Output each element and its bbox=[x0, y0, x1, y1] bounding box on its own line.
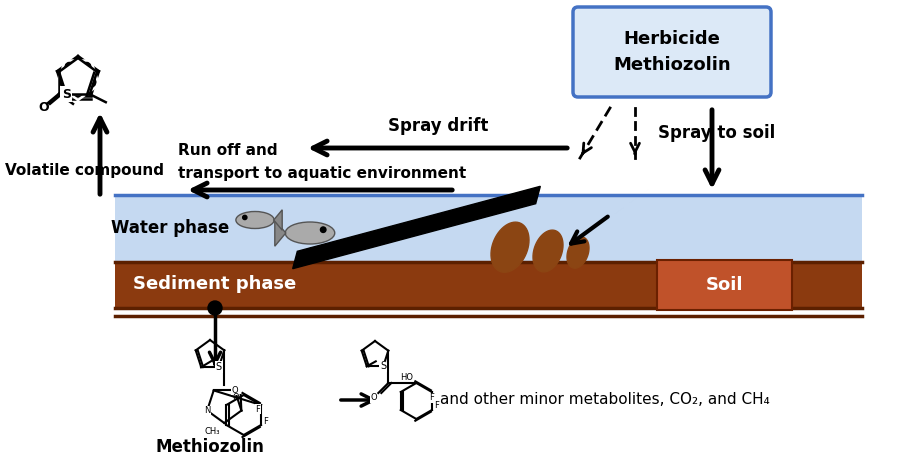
Text: F: F bbox=[429, 393, 435, 403]
Text: O: O bbox=[232, 386, 238, 395]
Text: Herbicide
Methiozolin: Herbicide Methiozolin bbox=[613, 31, 731, 73]
Text: O: O bbox=[370, 393, 376, 403]
Bar bbox=[115, 262, 862, 308]
Polygon shape bbox=[293, 186, 541, 269]
Text: Spray drift: Spray drift bbox=[388, 117, 489, 135]
Text: Methiozolin: Methiozolin bbox=[155, 438, 264, 456]
Text: F: F bbox=[256, 404, 260, 414]
Polygon shape bbox=[567, 237, 589, 268]
Bar bbox=[115, 195, 290, 262]
FancyBboxPatch shape bbox=[573, 7, 771, 97]
Circle shape bbox=[208, 301, 222, 315]
Polygon shape bbox=[275, 220, 286, 246]
Text: N: N bbox=[204, 406, 210, 415]
Text: Water phase: Water phase bbox=[110, 219, 229, 237]
Polygon shape bbox=[274, 210, 282, 230]
Circle shape bbox=[242, 215, 247, 219]
Polygon shape bbox=[59, 58, 97, 94]
Bar bbox=[115, 195, 862, 262]
Text: Sediment phase: Sediment phase bbox=[134, 275, 296, 293]
Text: Volatile compound: Volatile compound bbox=[5, 163, 164, 178]
Text: Spray to soil: Spray to soil bbox=[658, 124, 775, 142]
Bar bbox=[657, 260, 792, 310]
Ellipse shape bbox=[286, 222, 335, 244]
Text: F: F bbox=[435, 402, 439, 410]
Text: S: S bbox=[62, 87, 71, 101]
Polygon shape bbox=[533, 230, 563, 272]
Circle shape bbox=[321, 227, 326, 233]
Text: S: S bbox=[380, 361, 386, 371]
Text: and other minor metabolites, CO₂, and CH₄: and other minor metabolites, CO₂, and CH… bbox=[440, 393, 770, 408]
Ellipse shape bbox=[236, 212, 274, 229]
Text: HO: HO bbox=[401, 374, 413, 382]
Text: O: O bbox=[39, 101, 49, 114]
Polygon shape bbox=[491, 222, 529, 272]
Text: Run off and
transport to aquatic environment: Run off and transport to aquatic environ… bbox=[178, 143, 466, 180]
Text: F: F bbox=[264, 416, 269, 425]
Text: CH₃: CH₃ bbox=[205, 426, 220, 436]
Text: S: S bbox=[216, 362, 222, 372]
Text: Soil: Soil bbox=[706, 276, 744, 294]
Text: O: O bbox=[233, 393, 240, 402]
